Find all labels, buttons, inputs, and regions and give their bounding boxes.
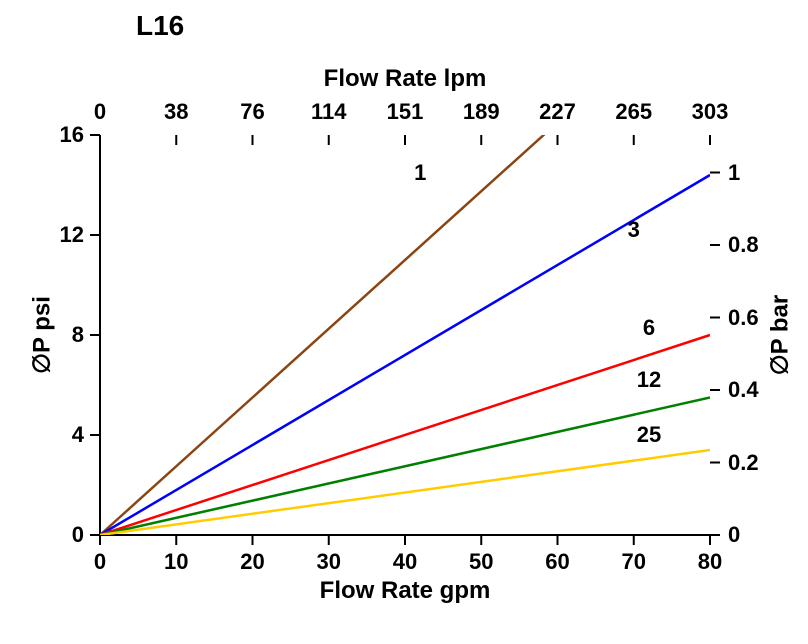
y-right-tick-label: 1 bbox=[728, 160, 740, 186]
x-bottom-tick-label: 50 bbox=[469, 549, 493, 575]
x-top-tick-label: 114 bbox=[311, 99, 347, 125]
series-line-25 bbox=[100, 450, 710, 535]
series-label-3: 3 bbox=[628, 217, 640, 243]
y-right-tick-label: 0.2 bbox=[728, 450, 759, 476]
x-bottom-tick-label: 10 bbox=[164, 549, 188, 575]
series-label-6: 6 bbox=[643, 315, 655, 341]
y-right-tick-label: 0 bbox=[728, 522, 740, 548]
y-left-tick-label: 4 bbox=[72, 422, 84, 448]
y-right-axis-label: ∅P bar bbox=[766, 295, 795, 376]
chart-container: L16 Flow Rate lpm Flow Rate gpm ∅P psi ∅… bbox=[0, 0, 808, 644]
x-bottom-tick-label: 20 bbox=[240, 549, 264, 575]
series-line-12 bbox=[100, 398, 710, 536]
plot-area bbox=[100, 135, 710, 535]
y-right-tick-label: 0.8 bbox=[728, 232, 759, 258]
x-top-tick-label: 38 bbox=[164, 99, 188, 125]
plot-svg bbox=[100, 135, 710, 535]
x-bottom-axis-label: Flow Rate gpm bbox=[320, 577, 491, 605]
x-bottom-tick-label: 0 bbox=[94, 549, 106, 575]
series-line-3 bbox=[100, 175, 710, 535]
y-left-tick-label: 12 bbox=[60, 222, 84, 248]
x-bottom-tick-label: 60 bbox=[545, 549, 569, 575]
chart-title: L16 bbox=[136, 10, 184, 42]
x-bottom-tick-label: 30 bbox=[317, 549, 341, 575]
series-label-12: 12 bbox=[637, 367, 661, 393]
x-top-tick-label: 227 bbox=[539, 99, 576, 125]
x-top-tick-label: 0 bbox=[94, 99, 106, 125]
y-right-tick-label: 0.4 bbox=[728, 377, 759, 403]
x-top-tick-label: 76 bbox=[240, 99, 264, 125]
series-label-25: 25 bbox=[637, 422, 661, 448]
x-bottom-tick-label: 70 bbox=[622, 549, 646, 575]
y-left-tick-label: 0 bbox=[72, 522, 84, 548]
y-right-tick-label: 0.6 bbox=[728, 305, 759, 331]
x-top-tick-label: 303 bbox=[692, 99, 729, 125]
y-left-tick-label: 16 bbox=[60, 122, 84, 148]
x-bottom-tick-label: 80 bbox=[698, 549, 722, 575]
y-left-axis-label: ∅P psi bbox=[28, 296, 57, 374]
series-line-6 bbox=[100, 335, 710, 535]
x-top-tick-label: 151 bbox=[387, 99, 424, 125]
x-bottom-tick-label: 40 bbox=[393, 549, 417, 575]
x-top-tick-label: 189 bbox=[463, 99, 500, 125]
series-label-1: 1 bbox=[414, 160, 426, 186]
x-top-axis-label: Flow Rate lpm bbox=[324, 65, 487, 93]
y-left-tick-label: 8 bbox=[72, 322, 84, 348]
x-top-tick-label: 265 bbox=[615, 99, 652, 125]
